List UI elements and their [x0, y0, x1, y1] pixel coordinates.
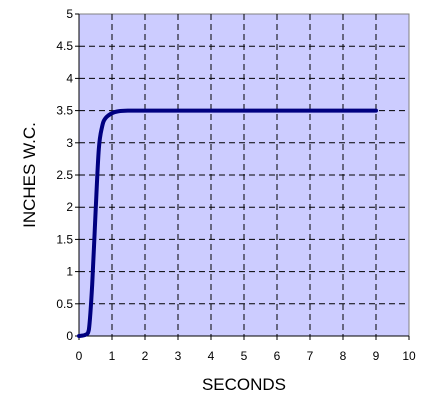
y-tick-label: 2.5: [56, 168, 73, 182]
y-tick-label: 0.5: [56, 297, 73, 311]
x-tick-label: 6: [274, 349, 281, 363]
y-tick-label: 4: [66, 71, 73, 85]
x-tick-label: 1: [109, 349, 116, 363]
y-axis-title: INCHES W.C.: [20, 122, 39, 228]
y-tick-label: 1: [66, 265, 73, 279]
x-tick-label: 5: [241, 349, 248, 363]
x-tick-label: 7: [307, 349, 314, 363]
x-tick-label: 4: [208, 349, 215, 363]
x-tick-label: 0: [76, 349, 83, 363]
x-tick-label: 9: [373, 349, 380, 363]
y-tick-label: 5: [66, 7, 73, 21]
y-tick-label: 1.5: [56, 232, 73, 246]
y-tick-label: 3: [66, 136, 73, 150]
x-axis-ticks: 0 1 2 3 4 5 6 7 8 9 10: [76, 336, 416, 363]
series: [77, 108, 378, 338]
x-axis-title: SECONDS: [202, 375, 286, 394]
x-tick-label: 10: [402, 349, 416, 363]
series-line: [77, 108, 378, 338]
x-tick-label: 2: [142, 349, 149, 363]
y-tick-label: 3.5: [56, 104, 73, 118]
y-tick-label: 0: [66, 329, 73, 343]
grid: [79, 14, 409, 336]
x-tick-label: 3: [175, 349, 182, 363]
y-tick-label: 2: [66, 200, 73, 214]
y-axis-ticks: 0 0.5 1 1.5 2 2.5 3 3.5 4 4.5 5: [56, 7, 79, 343]
y-tick-label: 4.5: [56, 39, 73, 53]
x-tick-label: 8: [340, 349, 347, 363]
